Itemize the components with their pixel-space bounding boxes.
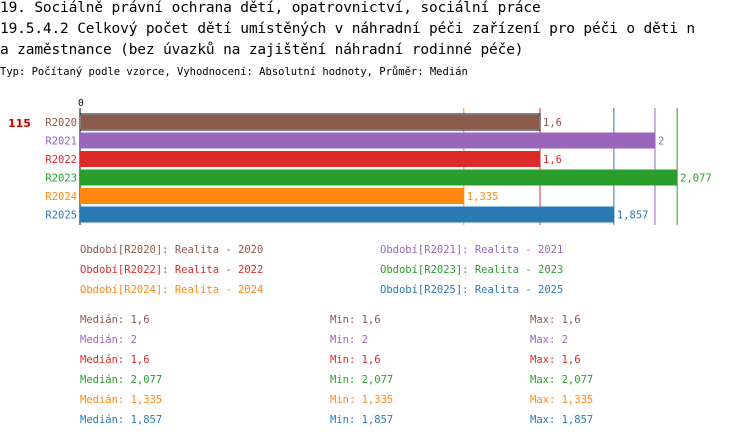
stat-median: Medián: 1,6 [80,314,150,326]
stat-min: Min: 1,335 [330,394,394,406]
bar [80,188,464,204]
chart-subtitle: Typ: Počítaný podle vzorce, Vyhodnocení:… [0,66,468,78]
category-label: R2020 [45,117,77,129]
category-label: R2022 [45,154,77,166]
stat-min: Min: 1,6 [330,354,381,366]
chart-title-line-1: 19. Sociálně právní ochrana dětí, opatro… [0,0,541,16]
stat-min: Min: 1,6 [330,314,381,326]
stat-median: Medián: 2 [80,334,137,346]
bar [80,151,540,167]
stat-max: Max: 2 [530,334,568,346]
chart-title-line-3: a zaměstnance (bez úvazků na zajištění n… [0,42,524,58]
value-label: 1,857 [617,210,649,222]
value-label: 2 [658,136,664,148]
legend-item: Období[R2022]: Realita - 2022 [80,264,264,276]
chart-title-line-2: 19.5.4.2 Celkový počet dětí umístěných v… [0,21,695,37]
stat-max: Max: 1,6 [530,314,581,326]
stat-median: Medián: 1,857 [80,414,163,426]
category-label: R2023 [45,173,77,185]
legend-item: Období[R2023]: Realita - 2023 [380,264,564,276]
stat-min: Min: 2,077 [330,374,394,386]
stat-max: Max: 1,857 [530,414,594,426]
axis-zero-label: 0 [78,98,84,109]
legend-item: Období[R2025]: Realita - 2025 [380,284,564,296]
legend-item: Období[R2020]: Realita - 2020 [80,244,264,256]
stat-median: Medián: 1,335 [80,394,163,406]
stat-max: Max: 1,6 [530,354,581,366]
bar [81,115,539,129]
row-label: 115 [8,117,31,130]
bar [80,169,678,186]
value-label: 1,335 [467,191,499,203]
stat-min: Min: 1,857 [330,414,394,426]
stat-min: Min: 2 [330,334,368,346]
bar [80,132,655,149]
bar [80,206,614,223]
value-label: 2,077 [680,173,712,185]
stat-max: Max: 2,077 [530,374,594,386]
category-label: R2025 [45,210,77,222]
legend-item: Období[R2021]: Realita - 2021 [380,244,564,256]
value-label: 1,6 [543,154,562,166]
stat-max: Max: 1,335 [530,394,594,406]
category-label: R2021 [45,136,77,148]
legend-item: Období[R2024]: Realita - 2024 [80,284,264,296]
category-label: R2024 [45,191,77,203]
value-label: 1,6 [543,117,562,129]
stat-median: Medián: 2,077 [80,374,163,386]
stat-median: Medián: 1,6 [80,354,150,366]
